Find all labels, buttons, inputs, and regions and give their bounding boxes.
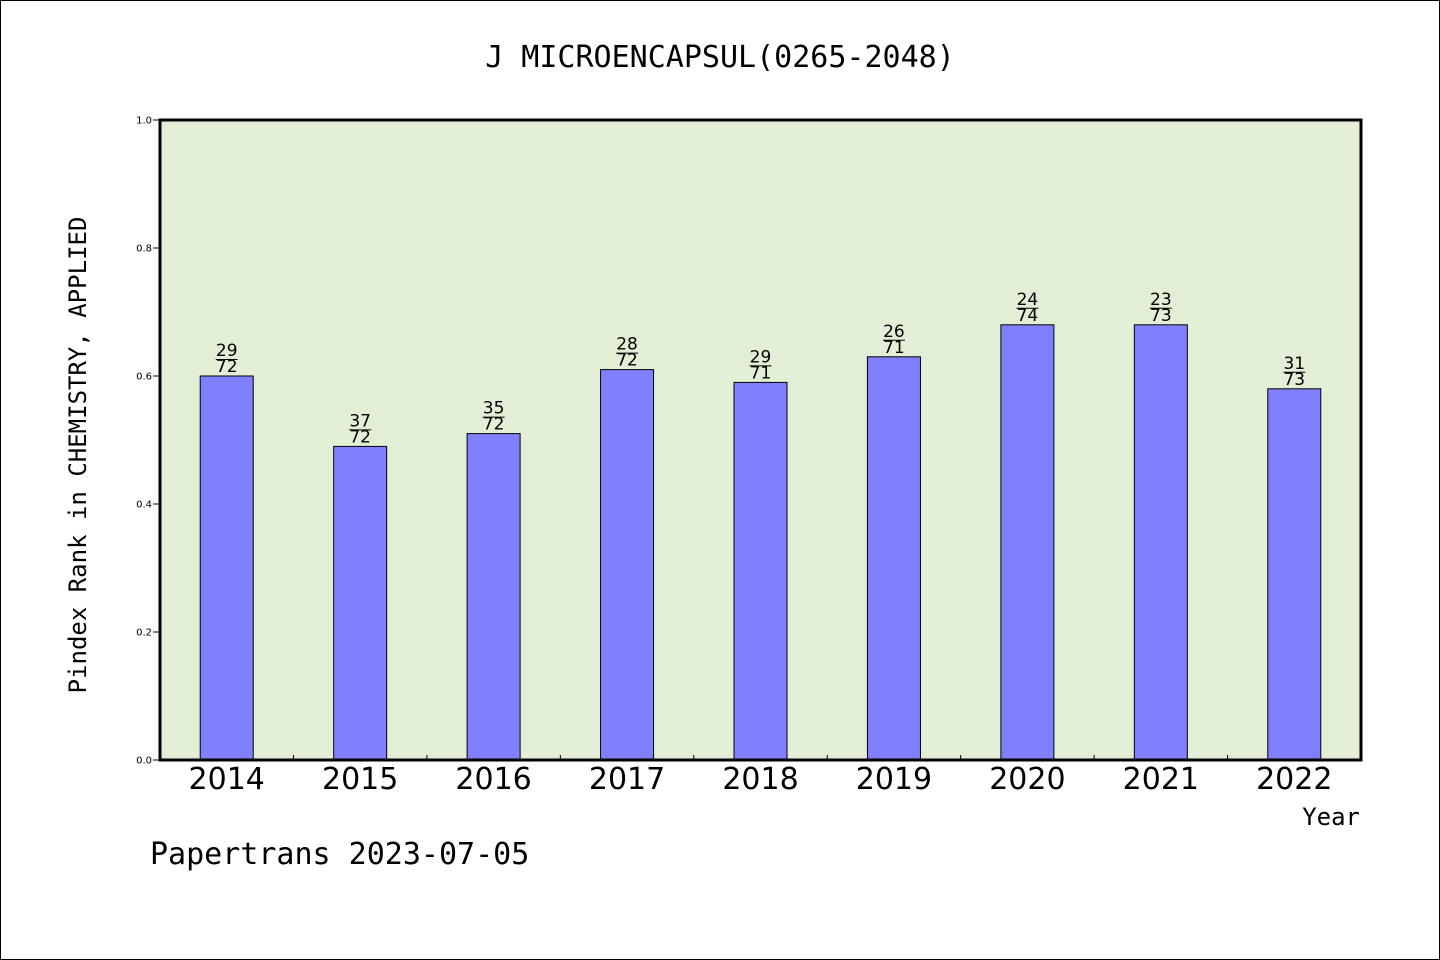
bar-2021 [1133,324,1188,761]
y-tick-label: 0.8 [136,244,152,255]
bar-2020 [1000,324,1055,761]
x-tick-label: 2022 [1256,762,1332,797]
bar-total-label: 72 [349,427,371,447]
bar-total-label: 74 [1017,306,1039,326]
bar-2019 [866,356,921,761]
bar-total-label: 71 [750,363,772,383]
bar-rank-label: 31 [1283,354,1305,374]
bar-rank-label: 29 [216,341,238,361]
x-tick-label: 2016 [455,762,531,797]
labels-group: 0.00.20.40.60.81.02014297220153772201635… [136,116,1332,798]
bar-total-label: 72 [483,415,505,435]
y-tick-label: 0.4 [136,500,152,511]
bar-total-label: 73 [1283,370,1305,390]
bar-rank-label: 29 [750,347,772,367]
x-tick-label: 2019 [856,762,932,797]
bar-2022 [1267,388,1322,761]
bar-total-label: 73 [1150,306,1172,326]
bar-rank-label: 28 [616,335,638,355]
x-tick-label: 2017 [589,762,665,797]
bar-rank-label: 35 [483,399,505,419]
bars-group [199,324,1322,761]
y-tick-label: 0.6 [136,372,152,383]
bar-rank-label: 26 [883,322,905,342]
bar-total-label: 72 [216,357,238,377]
y-tick-label: 0.0 [136,756,152,767]
bar-2014 [199,375,254,761]
y-axis-label: Pindex Rank in CHEMISTRY, APPLIED [64,217,92,694]
x-tick-label: 2021 [1123,762,1199,797]
bar-total-label: 71 [883,338,905,358]
bar-rank-label: 23 [1150,290,1172,310]
bar-2016 [466,433,521,761]
bar-2017 [600,369,655,761]
plot-border [158,118,1363,762]
x-tick-label: 2015 [322,762,398,797]
x-tick-label: 2014 [189,762,265,797]
x-axis-label: Year [1302,803,1360,831]
bar-rank-label: 24 [1017,290,1039,310]
bar-2018 [733,381,788,761]
bar-rank-label: 37 [349,411,371,431]
x-tick-label: 2018 [722,762,798,797]
footer-credit: Papertrans 2023-07-05 [150,837,529,872]
bar-2015 [333,445,388,761]
bar-total-label: 72 [616,351,638,371]
y-tick-label: 1.0 [136,116,152,127]
y-tick-label: 0.2 [136,628,152,639]
x-tick-label: 2020 [989,762,1065,797]
chart-title: J MICROENCAPSUL(0265-2048) [485,40,955,75]
